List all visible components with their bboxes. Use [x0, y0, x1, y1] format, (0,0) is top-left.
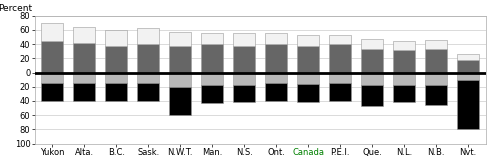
Bar [265, 83, 287, 101]
Bar [41, 41, 63, 73]
Bar [74, 43, 95, 73]
Bar [137, 73, 159, 83]
Bar [105, 30, 127, 46]
Bar [74, 83, 95, 101]
Bar [425, 40, 447, 49]
Bar [169, 73, 191, 87]
Bar [329, 35, 351, 44]
Text: Percent: Percent [0, 4, 32, 13]
Bar [169, 46, 191, 73]
Bar [361, 49, 383, 73]
Bar [457, 80, 479, 129]
Bar [265, 33, 287, 44]
Bar [201, 33, 223, 44]
Bar [457, 54, 479, 60]
Bar [41, 73, 63, 83]
Bar [201, 85, 223, 103]
Bar [137, 44, 159, 73]
Bar [169, 87, 191, 115]
Bar [329, 83, 351, 101]
Bar [361, 39, 383, 49]
Bar [233, 46, 255, 73]
Bar [233, 33, 255, 46]
Bar [41, 83, 63, 101]
Bar [297, 35, 319, 46]
Bar [233, 85, 255, 102]
Bar [393, 50, 415, 73]
Bar [329, 44, 351, 73]
Bar [201, 73, 223, 85]
Bar [457, 73, 479, 80]
Bar [201, 44, 223, 73]
Bar [425, 85, 447, 104]
Bar [105, 83, 127, 101]
Bar [425, 73, 447, 85]
Bar [265, 44, 287, 73]
Bar [41, 24, 63, 41]
Bar [297, 84, 319, 102]
Bar [425, 49, 447, 73]
Bar [105, 73, 127, 83]
Bar [233, 73, 255, 85]
Bar [105, 46, 127, 73]
Bar [137, 28, 159, 44]
Bar [297, 73, 319, 84]
Bar [361, 85, 383, 106]
Bar [137, 83, 159, 101]
Bar [457, 60, 479, 73]
Bar [361, 73, 383, 85]
Bar [393, 85, 415, 102]
Bar [393, 73, 415, 85]
Bar [74, 27, 95, 43]
Bar [74, 73, 95, 83]
Bar [169, 32, 191, 46]
Bar [265, 73, 287, 83]
Bar [393, 41, 415, 50]
Bar [329, 73, 351, 83]
Bar [297, 46, 319, 73]
